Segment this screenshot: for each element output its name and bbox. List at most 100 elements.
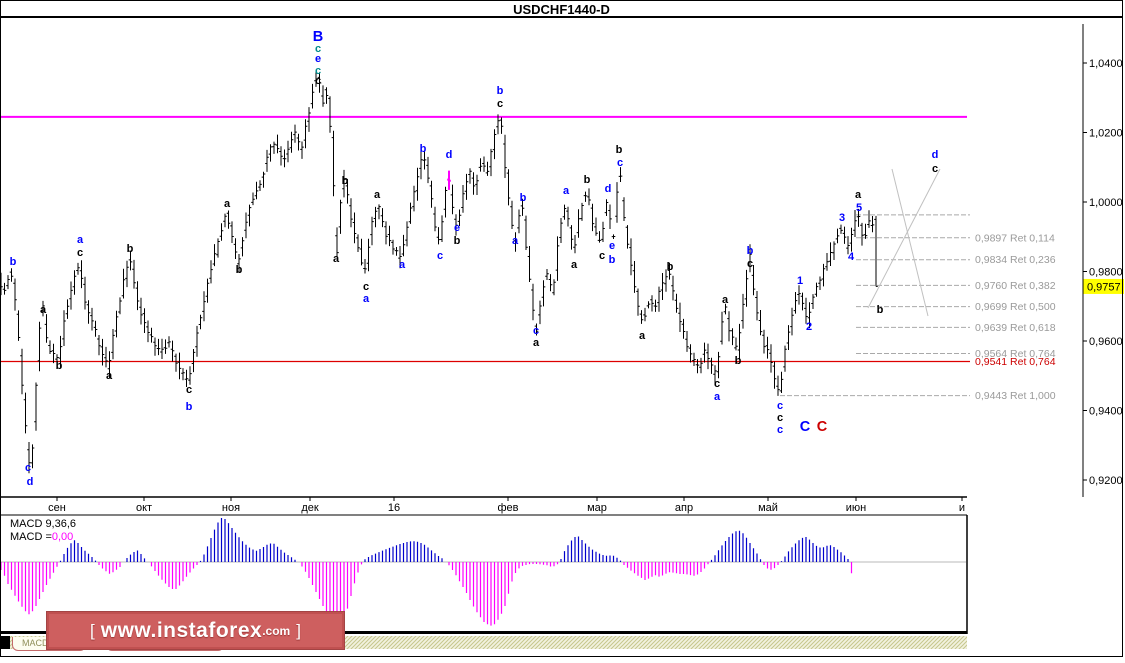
scrollbar-nub: [1, 636, 10, 649]
svg-text:a: a: [512, 235, 519, 247]
svg-text:апр: апр: [675, 502, 693, 514]
chart-title: USDCHF1440-D: [513, 2, 610, 17]
price-scale[interactable]: 1,0400 1,0200 1,0000 0,9800 0,9600 0,9400 0,92…: [1083, 58, 1123, 487]
svg-text:c: c: [77, 247, 83, 259]
svg-text:4: 4: [848, 251, 855, 263]
svg-text:b: b: [520, 192, 527, 204]
title-bar: USDCHF1440-D: [0, 0, 1123, 18]
svg-text:0,9639 Ret 0,618: 0,9639 Ret 0,618: [975, 322, 1056, 334]
svg-text:0,9760 Ret 0,382: 0,9760 Ret 0,382: [975, 280, 1056, 292]
svg-text:c: c: [533, 325, 539, 337]
watermark-bracket-left: [: [90, 620, 95, 640]
svg-text:a: a: [333, 253, 340, 265]
svg-text:b: b: [747, 245, 754, 257]
svg-text:b: b: [420, 143, 427, 155]
svg-text:1: 1: [797, 275, 803, 287]
svg-text:b: b: [667, 261, 674, 273]
svg-text:b: b: [735, 355, 742, 367]
watermark-bracket-right: ]: [296, 620, 301, 640]
svg-text:a: a: [639, 330, 646, 342]
svg-text:дек: дек: [301, 502, 319, 514]
svg-text:a: a: [714, 391, 721, 403]
svg-text:c: c: [497, 98, 503, 110]
svg-text:b: b: [186, 401, 193, 413]
svg-text:1,0400: 1,0400: [1089, 58, 1123, 70]
macd-legend-prefix: MACD =: [10, 531, 52, 543]
svg-text:c: c: [777, 412, 783, 424]
svg-text:a: a: [224, 198, 231, 210]
svg-text:5: 5: [856, 202, 862, 214]
svg-text:c: c: [437, 250, 443, 262]
svg-text:c: c: [932, 163, 938, 175]
svg-text:a: a: [722, 294, 729, 306]
highlighted-bar: [447, 170, 451, 190]
svg-text:d: d: [932, 149, 939, 161]
watermark-tld: .com: [262, 623, 291, 638]
svg-text:b: b: [127, 243, 134, 255]
svg-text:июн: июн: [846, 502, 866, 514]
svg-text:B: B: [313, 29, 323, 45]
svg-text:b: b: [56, 360, 63, 372]
svg-text:d: d: [27, 476, 34, 488]
svg-text:1,0000: 1,0000: [1089, 197, 1123, 209]
svg-text:c: c: [315, 75, 321, 87]
svg-text:0,9200: 0,9200: [1089, 475, 1123, 487]
svg-text:ноя: ноя: [222, 502, 240, 514]
svg-text:май: май: [758, 502, 778, 514]
svg-text:b: b: [877, 304, 884, 316]
fib-retracement: 0,9897 Ret 0,114 0,9834 Ret 0,236 0,9760 R…: [0, 214, 1056, 402]
svg-text:e: e: [315, 53, 321, 65]
svg-text:a: a: [399, 259, 406, 271]
svg-text:0,9541 Ret 0,764: 0,9541 Ret 0,764: [975, 356, 1056, 368]
axes: [0, 24, 1084, 634]
svg-text:3: 3: [839, 212, 845, 224]
svg-text:фев: фев: [497, 502, 518, 514]
svg-text:e: e: [609, 240, 615, 252]
svg-text:b: b: [342, 175, 349, 187]
current-price-badge: 0,9757: [1083, 278, 1124, 294]
macd-legend-line2: MACD =0,00: [10, 531, 73, 543]
svg-text:0,9800: 0,9800: [1089, 267, 1123, 279]
watermark-site: www.instaforex: [100, 618, 263, 642]
svg-text:сен: сен: [48, 502, 66, 514]
instaforex-watermark: [ www.instaforex .com ]: [46, 611, 345, 650]
svg-text:0,9699 Ret 0,500: 0,9699 Ret 0,500: [975, 301, 1056, 313]
svg-text:0,9897 Ret 0,114: 0,9897 Ret 0,114: [975, 232, 1055, 244]
macd-histogram: [0, 518, 853, 626]
svg-text:b: b: [616, 144, 623, 156]
svg-text:c: c: [777, 424, 783, 436]
chart-canvas[interactable]: 0,9897 Ret 0,114 0,9834 Ret 0,236 0,9760 R…: [0, 18, 1124, 657]
svg-text:a: a: [563, 185, 570, 197]
svg-text:C: C: [800, 419, 811, 435]
price-bars: [0, 70, 878, 474]
svg-text:c: c: [25, 462, 31, 474]
time-scale[interactable]: сен окт ноя дек 16 фев мар апр май июн и: [48, 497, 965, 514]
svg-text:0,9564 Ret 0,764: 0,9564 Ret 0,764: [975, 348, 1056, 360]
wave-labels: bcdabacabcbabBceccabcaaabcdebbcabcaaabcd…: [10, 29, 939, 488]
svg-text:b: b: [454, 235, 461, 247]
macd-current-value: 0,00: [51, 531, 74, 543]
svg-text:мар: мар: [587, 502, 607, 514]
svg-text:c: c: [747, 258, 753, 270]
svg-text:0,9834 Ret 0,236: 0,9834 Ret 0,236: [975, 254, 1056, 266]
svg-text:a: a: [374, 189, 381, 201]
svg-text:0,9443 Ret 1,000: 0,9443 Ret 1,000: [975, 390, 1056, 402]
svg-text:a: a: [855, 189, 862, 201]
svg-text:и: и: [959, 502, 965, 514]
svg-text:0,9757: 0,9757: [1087, 281, 1121, 293]
svg-text:c: c: [363, 281, 369, 293]
svg-text:0,9400: 0,9400: [1089, 406, 1123, 418]
svg-text:c: c: [599, 250, 605, 262]
svg-text:b: b: [497, 85, 504, 97]
svg-text:d: d: [605, 183, 612, 195]
svg-text:c: c: [315, 43, 321, 55]
svg-text:b: b: [609, 254, 616, 266]
svg-text:b: b: [236, 264, 243, 276]
svg-text:a: a: [363, 293, 370, 305]
svg-text:c: c: [617, 157, 623, 169]
svg-text:b: b: [10, 256, 17, 268]
svg-text:b: b: [584, 174, 591, 186]
svg-text:16: 16: [388, 502, 400, 514]
svg-text:d: d: [446, 149, 453, 161]
